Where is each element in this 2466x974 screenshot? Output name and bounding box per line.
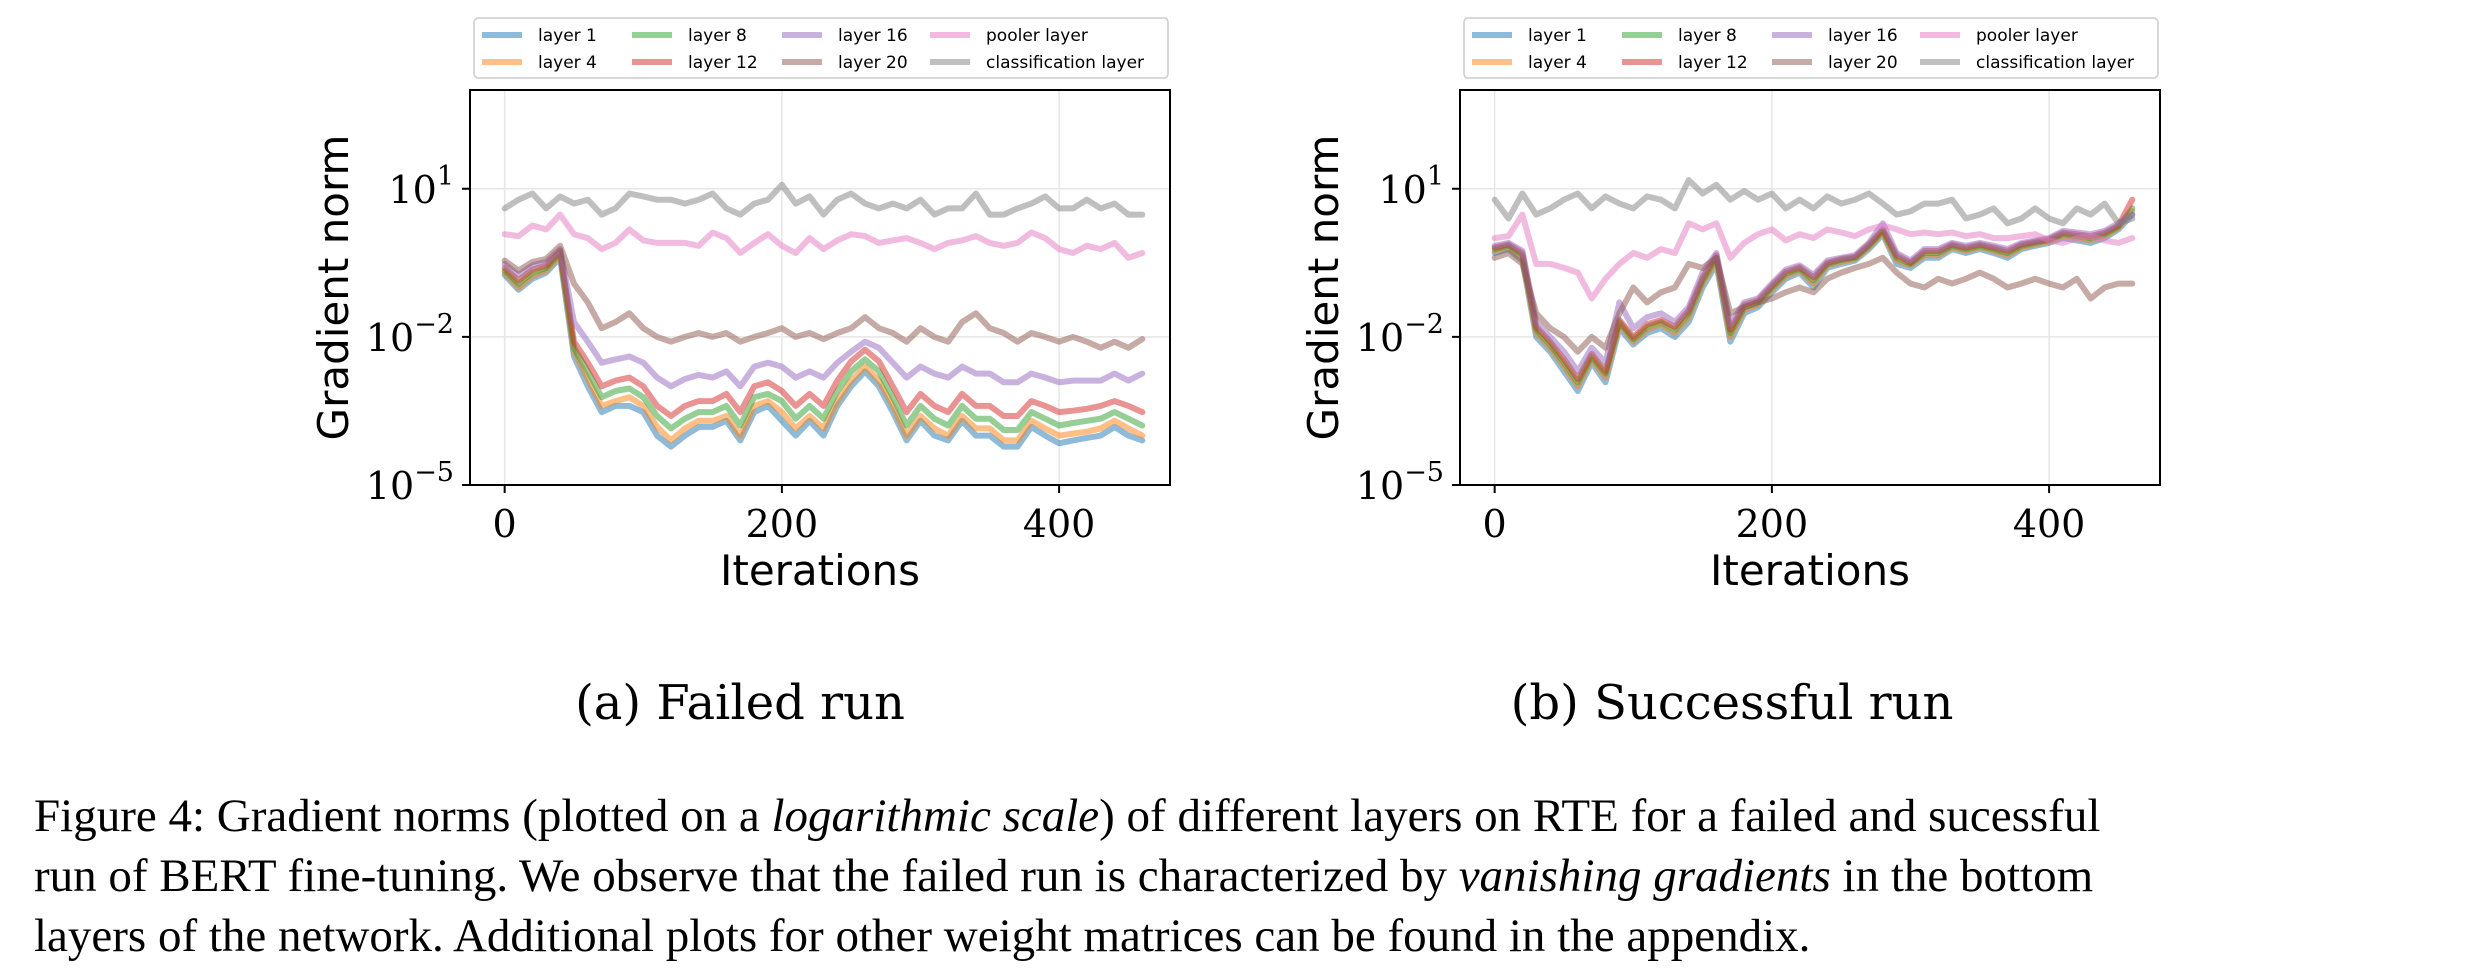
legend-item: layer 4 [482,53,597,73]
y-axis-label: Gradient norm [1299,135,1348,441]
chart-failed-run: 0 200 400 101 10−2 10−5 Iterations Gradient nor… [309,17,1171,595]
legend-label: layer 16 [838,26,908,46]
y-tick-label: 10−2 [366,309,454,360]
legend-item: layer 20 [782,53,908,73]
legend-label: classification layer [1976,53,2134,73]
x-tick-label: 0 [1483,502,1507,546]
caption-line: layers of the network. Additional plots … [34,906,2444,966]
legend-label: layer 12 [1678,53,1748,73]
series-lines [501,181,1146,450]
y-tick-label: 10−2 [1356,309,1444,360]
x-tick-label: 400 [2013,502,2086,546]
legend-item: layer 8 [632,26,747,46]
legend-label: layer 20 [838,53,908,73]
legend-item: pooler layer [930,26,1088,46]
legend-item: layer 12 [1622,53,1748,73]
chart-successful-run: 0 200 400 101 10−2 10−5 Iterations Gradient nor… [1299,17,2161,595]
x-tick-label: 200 [746,502,819,546]
legend: layer 1 layer 4 layer 8 layer 12 layer 16 lay… [473,17,1169,79]
caption-text: ) of different layers on RTE for a faile… [1099,790,2101,842]
legend-label: pooler layer [1976,26,2078,46]
legend-item: classification layer [1920,53,2134,73]
subcaption-failed-run: (a) Failed run [575,675,905,731]
legend-item: pooler layer [1920,26,2078,46]
legend-label: layer 4 [538,53,597,73]
x-axis-label: Iterations [720,546,920,595]
caption-text: run of BERT fine-tuning. We observe that… [34,850,1459,902]
legend-label: layer 4 [1528,53,1587,73]
y-tick-label: 101 [1378,161,1444,212]
caption-text: in the bottom [1830,850,2094,902]
figure-caption: Figure 4: Gradient norms (plotted on a l… [34,786,2444,966]
x-tick-label: 200 [1736,502,1809,546]
legend-item: layer 8 [1622,26,1737,46]
legend-label: layer 8 [688,26,747,46]
x-axis-label: Iterations [1710,546,1910,595]
series-line-layer-16 [1491,211,2136,375]
legend-label: layer 1 [1528,26,1587,46]
series-line-layer-20 [1491,250,2136,355]
series-line-classification-layer [1491,177,2136,227]
series-line-pooler-layer [501,211,1146,261]
caption-emphasis: vanishing gradients [1458,850,1831,902]
plot-frame [1459,89,2161,486]
caption-emphasis: logarithmic scale [771,790,1100,842]
legend-label: layer 20 [1828,53,1898,73]
y-tick-label: 10−5 [1356,457,1444,508]
series-lines [1491,177,2136,394]
series-line-pooler-layer [1491,211,2136,302]
legend-item: layer 1 [482,26,597,46]
caption-line: run of BERT fine-tuning. We observe that… [34,846,2444,906]
y-tick-label: 10−5 [366,457,454,508]
legend-label: classification layer [986,53,1144,73]
legend-label: layer 1 [538,26,597,46]
series-line-layer-8 [501,250,1146,433]
panel-successful-run: 0 200 400 101 10−2 10−5 Iterations Gradient nor… [990,0,2223,700]
legend-item: classification layer [930,53,1144,73]
plot-frame [469,89,1171,486]
series-line-layer-4 [501,252,1146,444]
legend-label: layer 12 [688,53,758,73]
legend-item: layer 1 [1472,26,1587,46]
legend-item: layer 16 [782,26,908,46]
subcaption-successful-run: (b) Successful run [1510,675,1954,731]
legend-label: layer 16 [1828,26,1898,46]
legend-item: layer 12 [632,53,758,73]
caption-text: layers of the network. Additional plots … [34,910,1811,962]
legend-item: layer 16 [1772,26,1898,46]
series-line-layer-16 [501,246,1146,390]
caption-line: Figure 4: Gradient norms (plotted on a l… [34,786,2444,846]
series-line-classification-layer [501,181,1146,218]
x-tick-label: 0 [493,502,517,546]
series-line-layer-12 [501,247,1146,419]
legend-item: layer 4 [1472,53,1587,73]
legend-label: pooler layer [986,26,1088,46]
x-tick-label: 400 [1023,502,1096,546]
series-line-layer-1 [501,254,1146,450]
legend-label: layer 8 [1678,26,1737,46]
y-tick-label: 101 [388,161,454,212]
series-line-layer-20 [501,242,1146,351]
panel-failed-run: 0 200 400 101 10−2 10−5 Iterations Gradient nor… [0,0,1233,700]
legend: layer 1 layer 4 layer 8 layer 12 layer 16 lay… [1463,17,2159,79]
caption-text: Figure 4: Gradient norms (plotted on a [34,790,772,842]
legend-item: layer 20 [1772,53,1898,73]
y-axis-label: Gradient norm [309,135,358,441]
